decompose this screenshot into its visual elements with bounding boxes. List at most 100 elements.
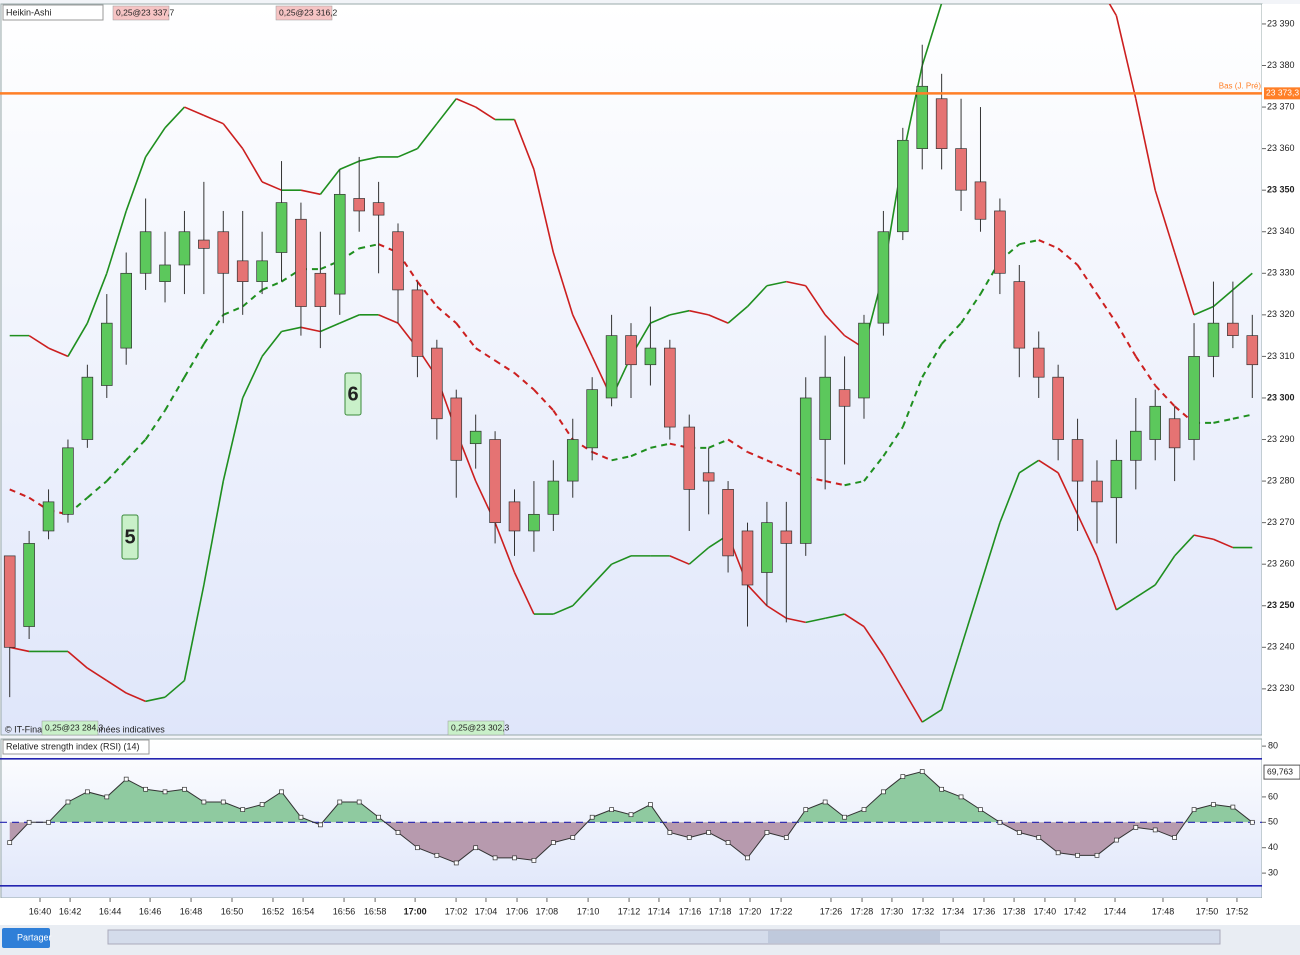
candle-body [1207,322,1220,357]
rsi-point [26,819,32,825]
band-upper [86,273,108,324]
rsi-point [182,786,187,792]
candle-body [877,231,890,324]
candle-body [1130,430,1142,461]
y-tick-label: 23 350 [1267,185,1295,195]
scroll-thumb[interactable] [768,931,940,943]
band-lower [960,584,982,648]
candle-body [1071,439,1084,482]
band-lower [67,650,88,669]
x-tick-label: 16:50 [221,906,244,916]
candle-body [994,210,1006,274]
rsi-point [531,858,537,863]
rsi-point [298,814,304,820]
rsi-point [162,789,168,795]
band-lower [1213,538,1234,549]
annotation: 5 [124,526,135,548]
rsi-point [764,830,770,835]
band-upper [572,314,593,357]
band-upper [552,252,574,316]
band-lower [882,655,904,690]
x-tick-label: 17:22 [770,906,793,916]
candle-body [664,347,676,428]
candle-body [275,202,288,253]
band-middle [475,347,496,362]
band-lower [688,546,710,565]
band-middle [494,359,516,374]
candle-body [411,289,424,357]
candle-body [897,139,909,233]
band-lower [1096,555,1118,611]
band-lower [300,326,321,333]
rsi-point [900,774,906,779]
main-header [2,4,104,21]
x-tick-label: 17:44 [1104,906,1127,916]
y-tick-label: 30 [1268,867,1278,877]
rsi-point [85,789,90,795]
x-tick-label: 16:52 [262,906,285,916]
candle-body [528,513,540,532]
annotation: 6 [347,383,358,405]
x-tick-label: 17:18 [709,906,732,916]
band-middle [106,459,127,482]
rsi-area-above [48,771,1253,823]
rsi-point [356,799,362,805]
y-tick-label: 23 370 [1267,101,1295,111]
x-tick-label: 17:20 [739,906,762,916]
x-tick-label: 17:08 [536,906,559,916]
scrollbar[interactable] [107,929,1221,945]
rsi-point [1016,830,1022,835]
band-upper [339,160,360,171]
candle-body [974,181,987,220]
band-upper [144,127,166,158]
y-tick-label: 23 300 [1267,392,1295,402]
order-label: 0,25@23 302,3 [451,722,510,732]
candle-body [644,347,657,366]
rsi-point [589,814,595,820]
band-lower [203,480,225,586]
rsi-point [201,799,207,805]
rsi-point [570,835,576,840]
band-lower [746,584,768,607]
band-middle [86,480,108,499]
band-upper [300,189,321,196]
rsi-point [104,794,110,800]
band-upper [533,169,555,253]
band-lower [513,572,535,615]
band-middle [261,280,282,291]
band-upper [397,147,418,158]
band-lower [863,626,885,657]
x-tick-label: 17:26 [820,906,843,916]
x-tick-label: 16:44 [99,906,122,916]
x-tick-label: 17:52 [1226,906,1249,916]
order-tag [41,720,99,736]
candle-body [159,264,171,282]
band-lower [1154,555,1176,586]
rsi-area-below [9,822,1253,863]
rsi-point [434,852,440,858]
band-upper [164,106,186,129]
band-upper [1232,272,1253,291]
band-upper [242,148,263,183]
candle-body [372,202,385,216]
rsi-point [1249,819,1255,825]
y-tick-label: 23 280 [1267,475,1295,485]
y-tick-label: 23 290 [1267,434,1295,444]
candle-body [605,335,618,399]
annotation-box [121,514,139,560]
rsi-point [395,830,401,835]
x-tick-label: 17:10 [577,906,600,916]
band-middle [1232,413,1253,420]
candle-body [198,239,210,249]
band-middle [416,280,438,308]
share-label[interactable]: Partager [17,932,52,942]
candle-body [1110,459,1123,499]
band-upper [184,106,205,117]
band-upper [28,334,49,349]
share-button[interactable] [2,928,50,948]
band-lower [553,605,574,615]
price-axis [1262,4,1300,898]
band-middle [824,480,845,487]
x-tick-label: 16:48 [180,906,203,916]
candle-body [1246,335,1259,366]
